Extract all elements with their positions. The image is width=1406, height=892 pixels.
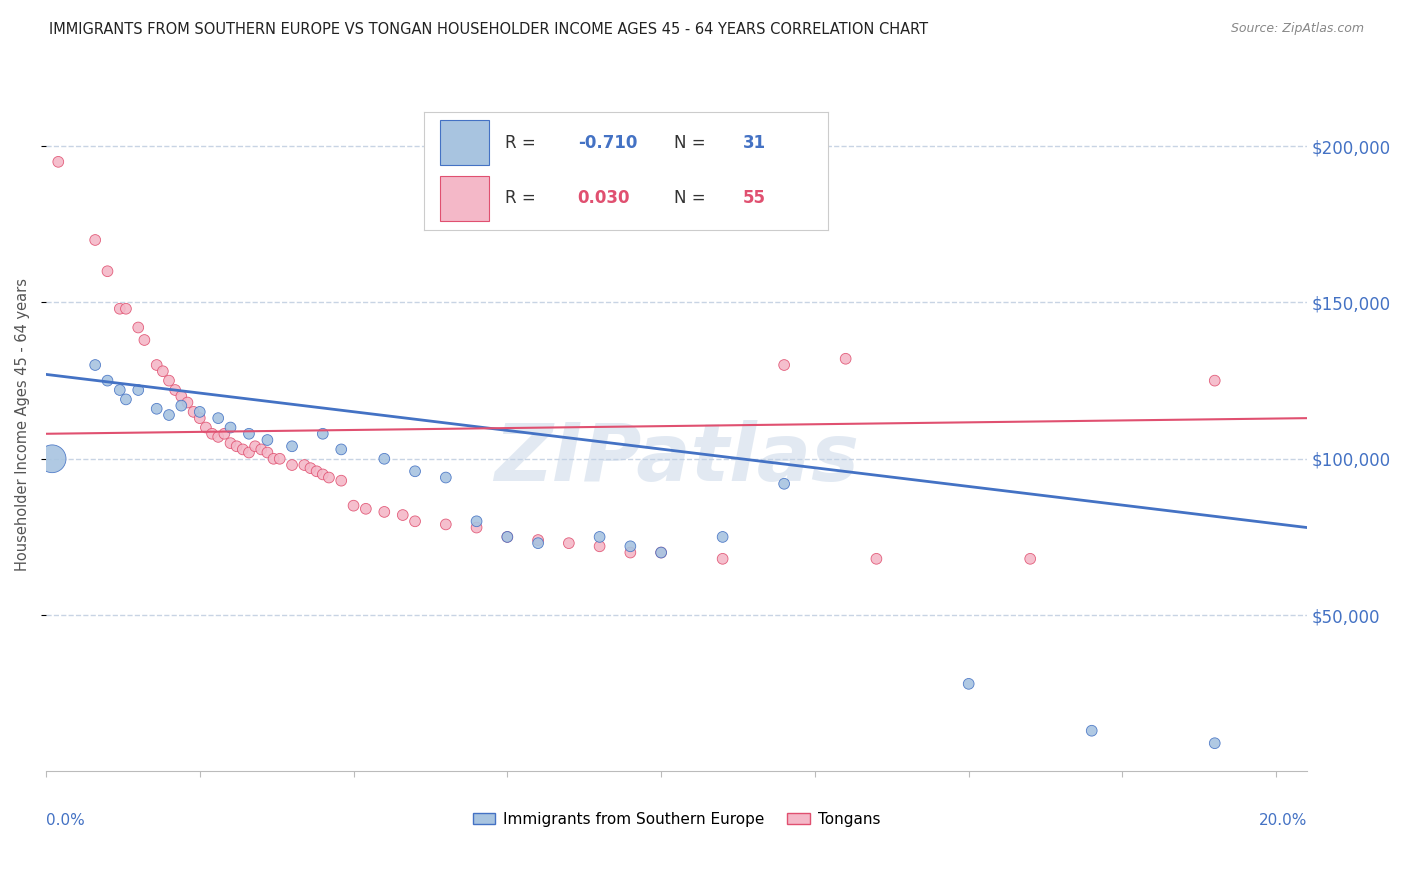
Point xyxy=(281,439,304,453)
Point xyxy=(115,301,138,316)
Point xyxy=(219,420,242,434)
Point xyxy=(263,451,285,466)
Point xyxy=(312,426,335,441)
Point xyxy=(588,539,610,553)
Point xyxy=(292,458,315,472)
Text: ZIPatlas: ZIPatlas xyxy=(494,420,859,498)
Point xyxy=(188,411,211,425)
Point xyxy=(434,470,457,484)
Point xyxy=(157,408,180,422)
Point xyxy=(299,461,322,475)
Point xyxy=(354,501,377,516)
Text: 0.0%: 0.0% xyxy=(46,813,84,828)
Point xyxy=(619,539,641,553)
Point xyxy=(225,439,247,453)
Point xyxy=(281,458,304,472)
Point xyxy=(84,358,107,372)
Point xyxy=(865,551,887,566)
Point xyxy=(41,451,63,466)
Point xyxy=(834,351,856,366)
Point xyxy=(391,508,413,522)
Point xyxy=(1080,723,1102,738)
Point xyxy=(232,442,254,457)
Point xyxy=(650,545,672,559)
Point xyxy=(527,533,550,547)
Point xyxy=(496,530,519,544)
Point xyxy=(269,451,291,466)
Text: Source: ZipAtlas.com: Source: ZipAtlas.com xyxy=(1230,22,1364,36)
Point xyxy=(619,545,641,559)
Point xyxy=(145,358,167,372)
Point xyxy=(207,411,229,425)
Point xyxy=(115,392,138,407)
Point xyxy=(201,426,224,441)
Point xyxy=(157,374,180,388)
Point xyxy=(219,436,242,450)
Point xyxy=(465,520,488,534)
Point xyxy=(305,464,328,478)
Point xyxy=(711,551,734,566)
Point xyxy=(711,530,734,544)
Point xyxy=(170,399,193,413)
Point xyxy=(194,420,217,434)
Point xyxy=(496,530,519,544)
Point xyxy=(1019,551,1042,566)
Point xyxy=(650,545,672,559)
Point xyxy=(342,499,364,513)
Point xyxy=(373,505,395,519)
Point xyxy=(256,445,278,459)
Point xyxy=(404,464,426,478)
Point xyxy=(238,426,260,441)
Point xyxy=(318,470,340,484)
Point xyxy=(96,264,118,278)
Point xyxy=(96,374,118,388)
Point xyxy=(127,383,149,397)
Point xyxy=(1204,736,1226,750)
Point xyxy=(176,395,198,409)
Point xyxy=(170,389,193,403)
Point xyxy=(434,517,457,532)
Point xyxy=(188,405,211,419)
Point xyxy=(256,433,278,447)
Point xyxy=(108,383,131,397)
Point xyxy=(527,536,550,550)
Y-axis label: Householder Income Ages 45 - 64 years: Householder Income Ages 45 - 64 years xyxy=(15,278,30,571)
Point xyxy=(330,442,353,457)
Point xyxy=(46,154,69,169)
Point xyxy=(1204,374,1226,388)
Point xyxy=(152,364,174,378)
Point xyxy=(373,451,395,466)
Point xyxy=(957,677,980,691)
Point xyxy=(183,405,205,419)
Point xyxy=(238,445,260,459)
Point xyxy=(773,476,796,491)
Point xyxy=(84,233,107,247)
Point xyxy=(312,467,335,482)
Point xyxy=(207,430,229,444)
Point xyxy=(165,383,187,397)
Point xyxy=(250,442,273,457)
Point xyxy=(773,358,796,372)
Point xyxy=(127,320,149,334)
Point xyxy=(243,439,266,453)
Point xyxy=(588,530,610,544)
Point xyxy=(134,333,156,347)
Text: IMMIGRANTS FROM SOUTHERN EUROPE VS TONGAN HOUSEHOLDER INCOME AGES 45 - 64 YEARS : IMMIGRANTS FROM SOUTHERN EUROPE VS TONGA… xyxy=(49,22,928,37)
Point xyxy=(404,514,426,528)
Text: 20.0%: 20.0% xyxy=(1258,813,1308,828)
Point xyxy=(330,474,353,488)
Point xyxy=(108,301,131,316)
Point xyxy=(558,536,581,550)
Legend: Immigrants from Southern Europe, Tongans: Immigrants from Southern Europe, Tongans xyxy=(467,805,887,833)
Point xyxy=(145,401,167,416)
Point xyxy=(214,426,236,441)
Point xyxy=(465,514,488,528)
